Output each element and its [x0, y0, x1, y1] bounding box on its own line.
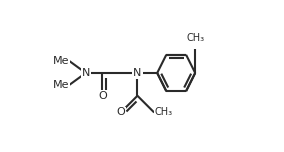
Text: Me: Me: [53, 56, 69, 66]
Text: CH₃: CH₃: [155, 107, 173, 117]
Text: Me: Me: [53, 80, 69, 90]
Text: N: N: [82, 68, 90, 78]
Text: O: O: [98, 91, 107, 101]
Text: N: N: [133, 68, 142, 78]
Text: O: O: [116, 107, 125, 117]
Text: CH₃: CH₃: [186, 33, 204, 43]
